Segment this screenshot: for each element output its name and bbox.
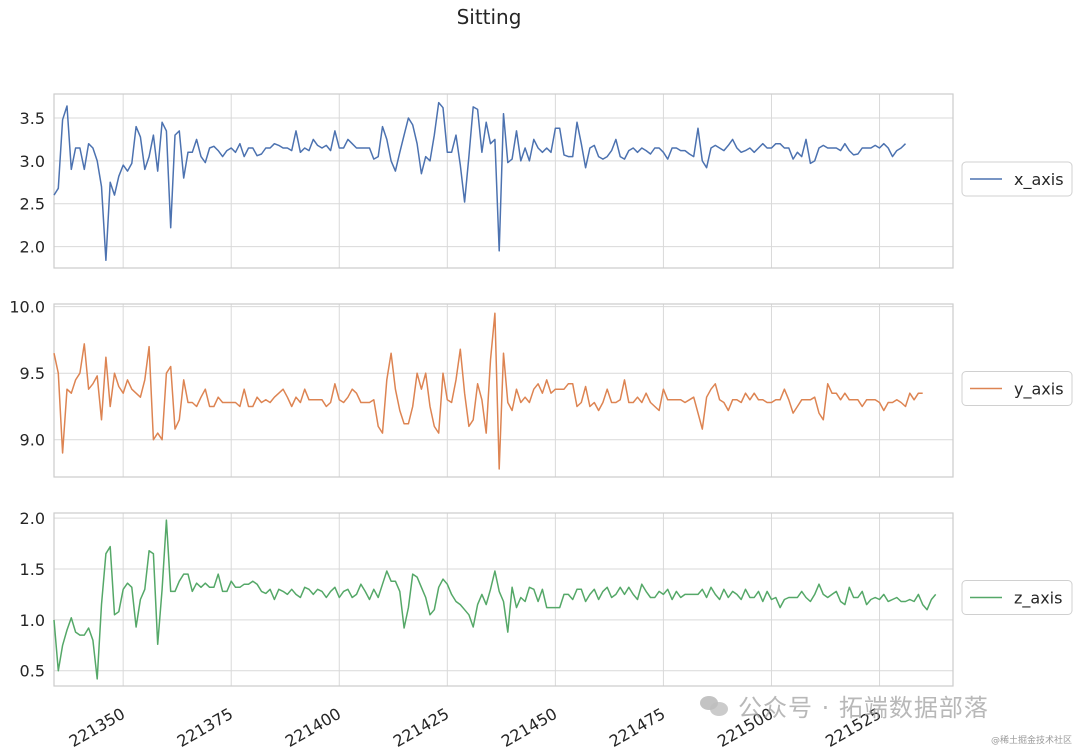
legend-box (961, 161, 1073, 197)
legend-y_axis: y_axis (961, 371, 1073, 406)
legend-box (961, 371, 1073, 406)
y-tick-label: 9.0 (20, 431, 45, 450)
x-tick-label: 221425 (390, 704, 452, 749)
chart-title: Sitting (457, 5, 522, 29)
legend-x_axis: x_axis (961, 161, 1073, 197)
y-tick-label: 2.0 (20, 509, 45, 528)
x-tick-label: 221475 (606, 704, 668, 749)
x-tick-label: 221375 (174, 704, 236, 749)
credit-text: @稀土掘金技术社区 (990, 736, 1072, 746)
legend-label: z_axis (1014, 589, 1062, 609)
y-tick-label: 1.5 (20, 560, 45, 579)
watermark: 公众号 · 拓端数据部落 (700, 688, 989, 723)
y-tick-label: 9.5 (20, 364, 45, 383)
x-tick-label: 221400 (282, 704, 344, 749)
y-tick-label: 1.0 (20, 611, 45, 630)
legend-label: x_axis (1014, 170, 1064, 190)
y-tick-label: 3.0 (20, 152, 45, 171)
panel-frame (53, 93, 954, 269)
legend-box (961, 580, 1073, 615)
watermark-text: 公众号 · 拓端数据部落 (738, 694, 989, 722)
series-line-y_axis (53, 312, 923, 470)
panel-x_axis: 2.0 2.5 3.0 3.5 x_axis (20, 93, 1073, 269)
series-line-x_axis (53, 101, 907, 262)
panel-y_axis: 9.0 9.5 10.0 y_axis (9, 298, 1073, 478)
x-tick-label: 221450 (498, 704, 560, 749)
panel-z_axis: 0.5 1.0 1.5 2.0 z_axis (20, 509, 1073, 687)
y-tick-label: 2.0 (20, 238, 45, 257)
wechat-icon (700, 694, 730, 718)
x-tick-label: 221350 (66, 704, 128, 749)
legend-label: y_axis (1014, 380, 1064, 400)
y-tick-label: 10.0 (9, 298, 45, 317)
panel-frame (53, 512, 954, 687)
series-line-z_axis (53, 519, 937, 680)
legend-z_axis: z_axis (961, 580, 1073, 615)
y-tick-label: 2.5 (20, 195, 45, 214)
y-tick-label: 3.5 (20, 109, 45, 128)
panel-frame (53, 303, 954, 478)
y-tick-label: 0.5 (20, 662, 45, 681)
